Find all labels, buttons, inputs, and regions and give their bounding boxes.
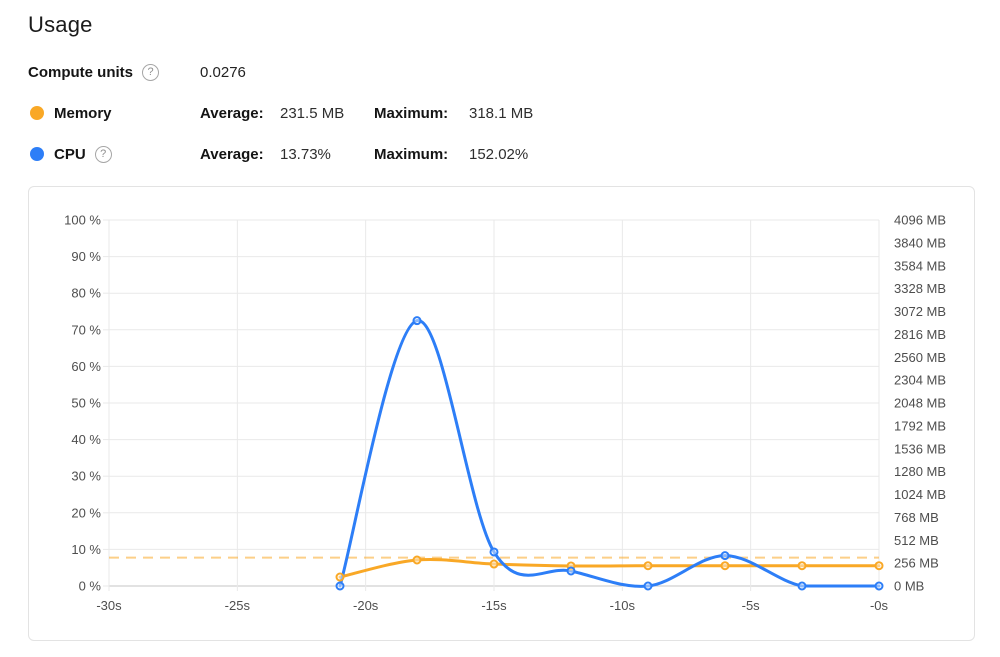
right-axis-tick-label: 512 MB [894, 533, 939, 548]
cpu-data-point-marker[interactable] [566, 566, 576, 576]
cpu-data-point-marker[interactable] [489, 547, 499, 557]
compute-units-label-group: Compute units ? [28, 63, 200, 81]
right-axis-tick-label: 1024 MB [894, 487, 946, 502]
right-axis-tick-label: 2560 MB [894, 350, 946, 365]
page-title: Usage [28, 12, 93, 37]
cpu-label-group: CPU ? [28, 145, 200, 163]
cpu-average-value: 13.73% [280, 145, 331, 163]
right-axis-tick-label: 1280 MB [894, 464, 946, 479]
right-axis-tick-label: 2048 MB [894, 396, 946, 411]
memory-legend-dot-icon [30, 106, 44, 120]
right-axis-tick-label: 3328 MB [894, 281, 946, 296]
x-axis-tick-label: -25s [225, 598, 251, 613]
right-axis-tick-label: 1792 MB [894, 418, 946, 433]
memory-maximum-value: 318.1 MB [469, 104, 534, 122]
left-axis-tick-label: 60 % [71, 359, 101, 374]
right-axis-tick-label: 3840 MB [894, 235, 946, 250]
left-axis-tick-label: 90 % [71, 249, 101, 264]
x-axis-tick-label: -20s [353, 598, 379, 613]
x-axis-tick-label: -15s [481, 598, 507, 613]
cpu-legend-dot-icon [30, 147, 44, 161]
right-axis-tick-label: 4096 MB [894, 213, 946, 228]
memory-label-group: Memory [28, 105, 200, 122]
memory-data-point-marker[interactable] [489, 559, 499, 569]
cpu-data-point-marker[interactable] [797, 581, 807, 591]
usage-chart-panel: 100 % 90 % 80 % 70 % 60 % 50 % 40 % 30 % 20 % 10 … [28, 186, 975, 641]
left-axis-tick-label: 0 % [79, 579, 102, 594]
cpu-average-label: Average: [200, 145, 264, 163]
usage-page: Usage Compute units ? 0.0276 Memory Aver… [28, 12, 1000, 641]
left-axis-tick-label: 80 % [71, 286, 101, 301]
cpu-data-point-marker[interactable] [874, 581, 884, 591]
memory-data-point-marker[interactable] [874, 561, 884, 571]
right-axis-tick-label: 256 MB [894, 556, 939, 571]
memory-average-value: 231.5 MB [280, 104, 345, 122]
memory-data-point-marker[interactable] [412, 555, 422, 565]
left-axis-tick-label: 50 % [71, 396, 101, 411]
right-axis-tick-label: 768 MB [894, 510, 939, 525]
x-axis-tick-label: -30s [96, 598, 122, 613]
memory-data-point-marker[interactable] [335, 572, 345, 582]
cpu-data-point-marker[interactable] [335, 581, 345, 591]
left-axis-tick-label: 10 % [71, 542, 101, 557]
compute-units-help-icon[interactable]: ? [142, 63, 159, 81]
left-axis-tick-label: 100 % [64, 213, 101, 228]
cpu-data-point-marker[interactable] [643, 581, 653, 591]
right-axis-tick-label: 2304 MB [894, 373, 946, 388]
right-axis-tick-label: 2816 MB [894, 327, 946, 342]
right-axis-tick-label: 1536 MB [894, 441, 946, 456]
cpu-help-icon[interactable]: ? [94, 145, 112, 163]
left-axis-tick-label: 30 % [71, 469, 101, 484]
memory-label: Memory [54, 104, 112, 122]
memory-maximum-label: Maximum: [374, 104, 449, 122]
cpu-data-point-marker[interactable] [720, 551, 730, 561]
left-axis-tick-label: 20 % [71, 505, 101, 520]
compute-units-row: Compute units ? 0.0276 [28, 63, 1000, 81]
memory-average-label: Average: [200, 104, 264, 122]
cpu-maximum-label: Maximum: [374, 145, 449, 163]
memory-data-point-marker[interactable] [643, 561, 653, 571]
memory-legend-row: Memory Average: 231.5 MB Maximum: 318.1 … [28, 104, 1000, 122]
left-axis-tick-label: 70 % [71, 322, 101, 337]
memory-data-point-marker[interactable] [797, 561, 807, 571]
cpu-data-point-marker[interactable] [412, 316, 422, 326]
compute-units-label: Compute units [28, 63, 133, 81]
right-axis-tick-label: 3072 MB [894, 304, 946, 319]
usage-chart[interactable]: 100 % 90 % 80 % 70 % 60 % 50 % 40 % 30 % 20 % 10 … [29, 187, 974, 640]
cpu-legend-row: CPU ? Average: 13.73% Maximum: 152.02% [28, 145, 1000, 163]
compute-units-value: 0.0276 [200, 63, 246, 81]
right-axis-tick-label: 3584 MB [894, 258, 946, 273]
usage-chart-svg[interactable]: 100 % 90 % 80 % 70 % 60 % 50 % 40 % 30 % 20 % 10 … [29, 187, 974, 640]
cpu-maximum-value: 152.02% [469, 145, 529, 163]
x-axis-tick-label: -10s [610, 598, 636, 613]
left-axis-tick-label: 40 % [71, 432, 101, 447]
x-axis-tick-label: -0s [870, 598, 889, 613]
cpu-line [338, 319, 881, 588]
cpu-label: CPU [54, 145, 86, 163]
x-axis-tick-label: -5s [742, 598, 761, 613]
right-axis-tick-label: 0 MB [894, 579, 924, 594]
memory-data-point-marker[interactable] [720, 561, 730, 571]
